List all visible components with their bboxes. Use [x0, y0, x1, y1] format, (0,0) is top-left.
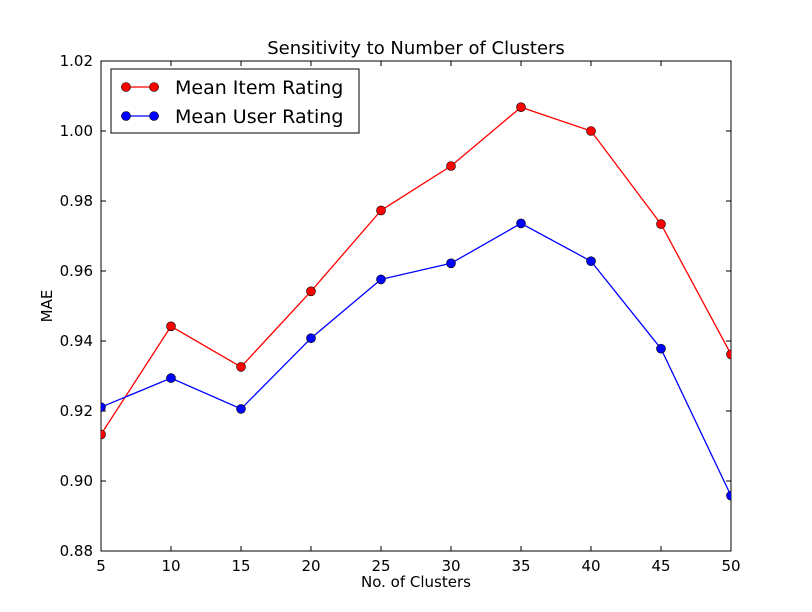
series-line [101, 106, 731, 435]
y-tick-label: 1.00 [60, 122, 93, 140]
data-point [726, 349, 731, 360]
x-axis-title: No. of Clusters [361, 573, 471, 591]
y-tick-label: 0.96 [60, 262, 93, 280]
data-point [306, 286, 316, 297]
data-point [166, 373, 176, 383]
x-tick-label: 30 [441, 557, 460, 575]
data-point [306, 333, 316, 344]
x-tick-label: 50 [721, 557, 740, 575]
legend-box [110, 68, 360, 134]
x-tick-label: 5 [96, 557, 106, 575]
y-tick-label: 0.92 [60, 402, 93, 420]
data-point [586, 256, 596, 267]
legend-marker [149, 82, 159, 92]
data-point [446, 258, 456, 269]
legend-label: Mean Item Rating [175, 77, 343, 99]
data-point [656, 343, 666, 354]
data-point [516, 218, 526, 229]
x-tick-label: 40 [581, 557, 600, 575]
x-tick-label: 10 [161, 557, 180, 575]
plot-area: 5 10 15 20 25 30 35 40 45 50 0.88 0.90 0.92 0.94 0.96 0… [60, 52, 741, 575]
y-tick-label: 1.02 [60, 52, 93, 70]
x-tick-label: 25 [371, 557, 390, 575]
y-tick-label: 0.94 [60, 332, 93, 350]
x-tick-label: 35 [511, 557, 530, 575]
data-point [101, 429, 106, 440]
plot-frame [100, 60, 732, 552]
y-tick-label: 0.90 [60, 472, 93, 490]
data-point [236, 404, 246, 414]
legend-marker [149, 111, 159, 121]
data-point [726, 490, 731, 501]
data-point [446, 161, 456, 171]
data-point [101, 402, 106, 412]
chart-title: Sensitivity to Number of Clusters [267, 38, 565, 59]
data-point [656, 219, 666, 229]
legend-marker [121, 82, 131, 92]
legend-marker [121, 111, 131, 121]
y-tick-label: 0.88 [60, 542, 93, 560]
series-line [101, 222, 731, 496]
data-point [166, 321, 176, 332]
data-point [586, 126, 596, 136]
x-tick-label: 15 [231, 557, 250, 575]
legend-label: Mean User Rating [175, 106, 343, 128]
y-axis-title: MAE [38, 290, 56, 323]
series-2 [101, 218, 731, 501]
data-point [376, 274, 386, 285]
data-point [376, 205, 386, 216]
data-point [516, 102, 526, 112]
series-1 [101, 102, 731, 440]
legend: Mean Item Rating Mean User Rating [110, 68, 360, 134]
x-tick-label: 45 [651, 557, 670, 575]
data-point [236, 362, 246, 372]
y-tick-label: 0.98 [60, 192, 93, 210]
x-tick-label: 20 [301, 557, 320, 575]
